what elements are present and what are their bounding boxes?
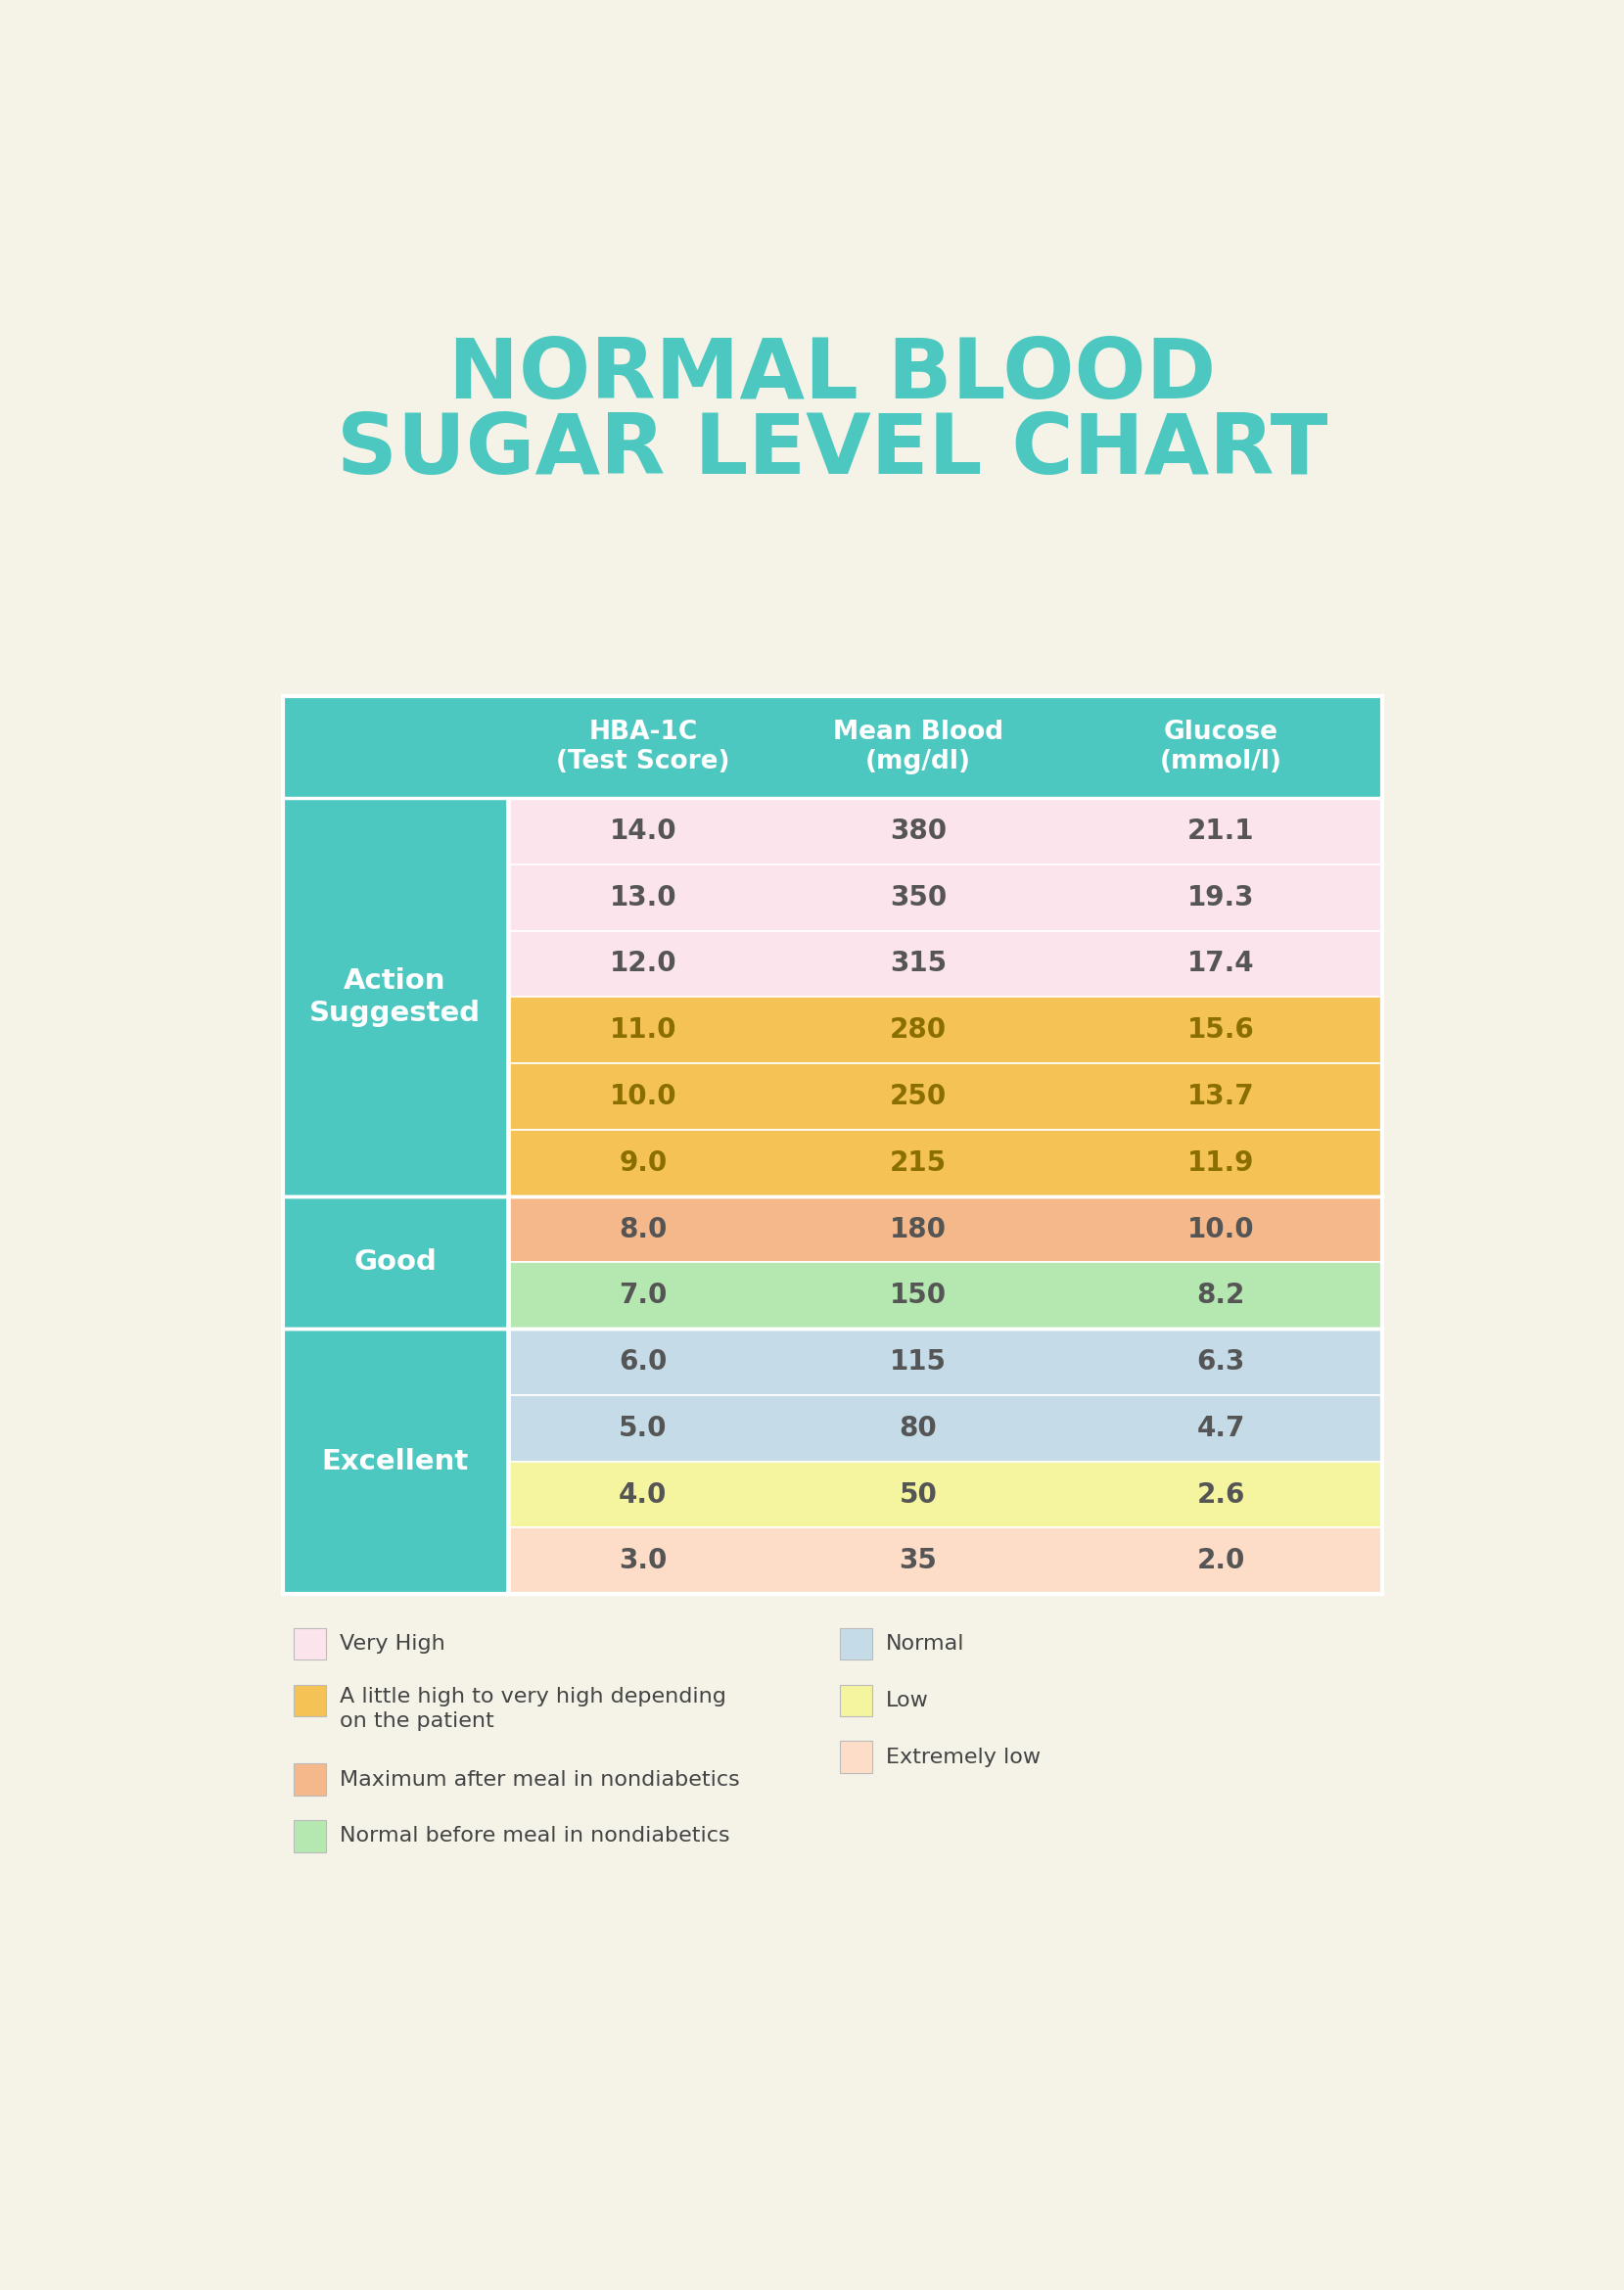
Text: Glucose
(mmol/l): Glucose (mmol/l)	[1160, 719, 1283, 774]
Text: 3.0: 3.0	[619, 1548, 667, 1576]
Text: 11.9: 11.9	[1187, 1150, 1255, 1177]
FancyBboxPatch shape	[840, 1628, 872, 1660]
Text: 4.7: 4.7	[1197, 1415, 1246, 1443]
FancyBboxPatch shape	[510, 1328, 1382, 1395]
Text: Normal before meal in nondiabetics: Normal before meal in nondiabetics	[339, 1825, 729, 1846]
FancyBboxPatch shape	[294, 1821, 326, 1853]
Text: 215: 215	[890, 1150, 947, 1177]
FancyBboxPatch shape	[510, 1063, 1382, 1129]
Text: Normal: Normal	[885, 1635, 965, 1653]
FancyBboxPatch shape	[294, 1763, 326, 1795]
FancyBboxPatch shape	[283, 797, 507, 1195]
FancyBboxPatch shape	[510, 1195, 1382, 1262]
Text: 10.0: 10.0	[1187, 1216, 1255, 1243]
Text: 2.0: 2.0	[1197, 1548, 1246, 1576]
Text: 9.0: 9.0	[619, 1150, 667, 1177]
Text: 17.4: 17.4	[1187, 950, 1255, 978]
Text: 35: 35	[900, 1548, 937, 1576]
FancyBboxPatch shape	[294, 1628, 326, 1660]
FancyBboxPatch shape	[294, 1685, 326, 1715]
FancyBboxPatch shape	[283, 696, 1382, 797]
Text: 19.3: 19.3	[1187, 884, 1255, 911]
Text: Low: Low	[885, 1690, 929, 1711]
Text: 21.1: 21.1	[1187, 818, 1255, 845]
Text: Very High: Very High	[339, 1635, 445, 1653]
FancyBboxPatch shape	[510, 1262, 1382, 1328]
Text: 180: 180	[890, 1216, 947, 1243]
Text: SUGAR LEVEL CHART: SUGAR LEVEL CHART	[336, 410, 1328, 492]
Text: Excellent: Excellent	[322, 1447, 468, 1475]
Text: 315: 315	[890, 950, 947, 978]
Text: 11.0: 11.0	[609, 1017, 677, 1044]
Text: Action
Suggested: Action Suggested	[309, 966, 481, 1026]
FancyBboxPatch shape	[283, 1195, 507, 1328]
FancyBboxPatch shape	[510, 863, 1382, 930]
FancyBboxPatch shape	[510, 797, 1382, 863]
Text: Good: Good	[354, 1248, 437, 1276]
Text: 6.3: 6.3	[1197, 1349, 1246, 1376]
Text: 10.0: 10.0	[609, 1083, 677, 1111]
Text: 350: 350	[890, 884, 947, 911]
FancyBboxPatch shape	[510, 930, 1382, 996]
Text: Mean Blood
(mg/dl): Mean Blood (mg/dl)	[833, 719, 1004, 774]
Text: 13.7: 13.7	[1187, 1083, 1255, 1111]
Text: 5.0: 5.0	[619, 1415, 667, 1443]
Text: 80: 80	[900, 1415, 937, 1443]
Text: 250: 250	[890, 1083, 947, 1111]
FancyBboxPatch shape	[510, 1527, 1382, 1594]
FancyBboxPatch shape	[510, 1129, 1382, 1195]
FancyBboxPatch shape	[510, 1461, 1382, 1527]
FancyBboxPatch shape	[510, 996, 1382, 1063]
Text: 115: 115	[890, 1349, 947, 1376]
Text: 15.6: 15.6	[1187, 1017, 1255, 1044]
Text: 50: 50	[900, 1482, 937, 1509]
Text: HBA-1C
(Test Score): HBA-1C (Test Score)	[555, 719, 729, 774]
Text: on the patient: on the patient	[339, 1711, 494, 1731]
Text: 380: 380	[890, 818, 947, 845]
Text: A little high to very high depending: A little high to very high depending	[339, 1688, 726, 1706]
Text: 14.0: 14.0	[609, 818, 677, 845]
Text: 7.0: 7.0	[619, 1282, 667, 1310]
FancyBboxPatch shape	[283, 1328, 507, 1594]
Text: 2.6: 2.6	[1197, 1482, 1246, 1509]
FancyBboxPatch shape	[510, 1395, 1382, 1461]
Text: 280: 280	[890, 1017, 947, 1044]
Text: 8.2: 8.2	[1197, 1282, 1246, 1310]
Text: 150: 150	[890, 1282, 947, 1310]
Text: NORMAL BLOOD: NORMAL BLOOD	[448, 334, 1216, 417]
Text: 13.0: 13.0	[609, 884, 677, 911]
Text: 6.0: 6.0	[619, 1349, 667, 1376]
Text: 8.0: 8.0	[619, 1216, 667, 1243]
Text: Extremely low: Extremely low	[885, 1747, 1041, 1766]
FancyBboxPatch shape	[840, 1685, 872, 1715]
Text: Maximum after meal in nondiabetics: Maximum after meal in nondiabetics	[339, 1770, 739, 1788]
Text: 4.0: 4.0	[619, 1482, 667, 1509]
FancyBboxPatch shape	[840, 1740, 872, 1772]
Text: 12.0: 12.0	[609, 950, 677, 978]
